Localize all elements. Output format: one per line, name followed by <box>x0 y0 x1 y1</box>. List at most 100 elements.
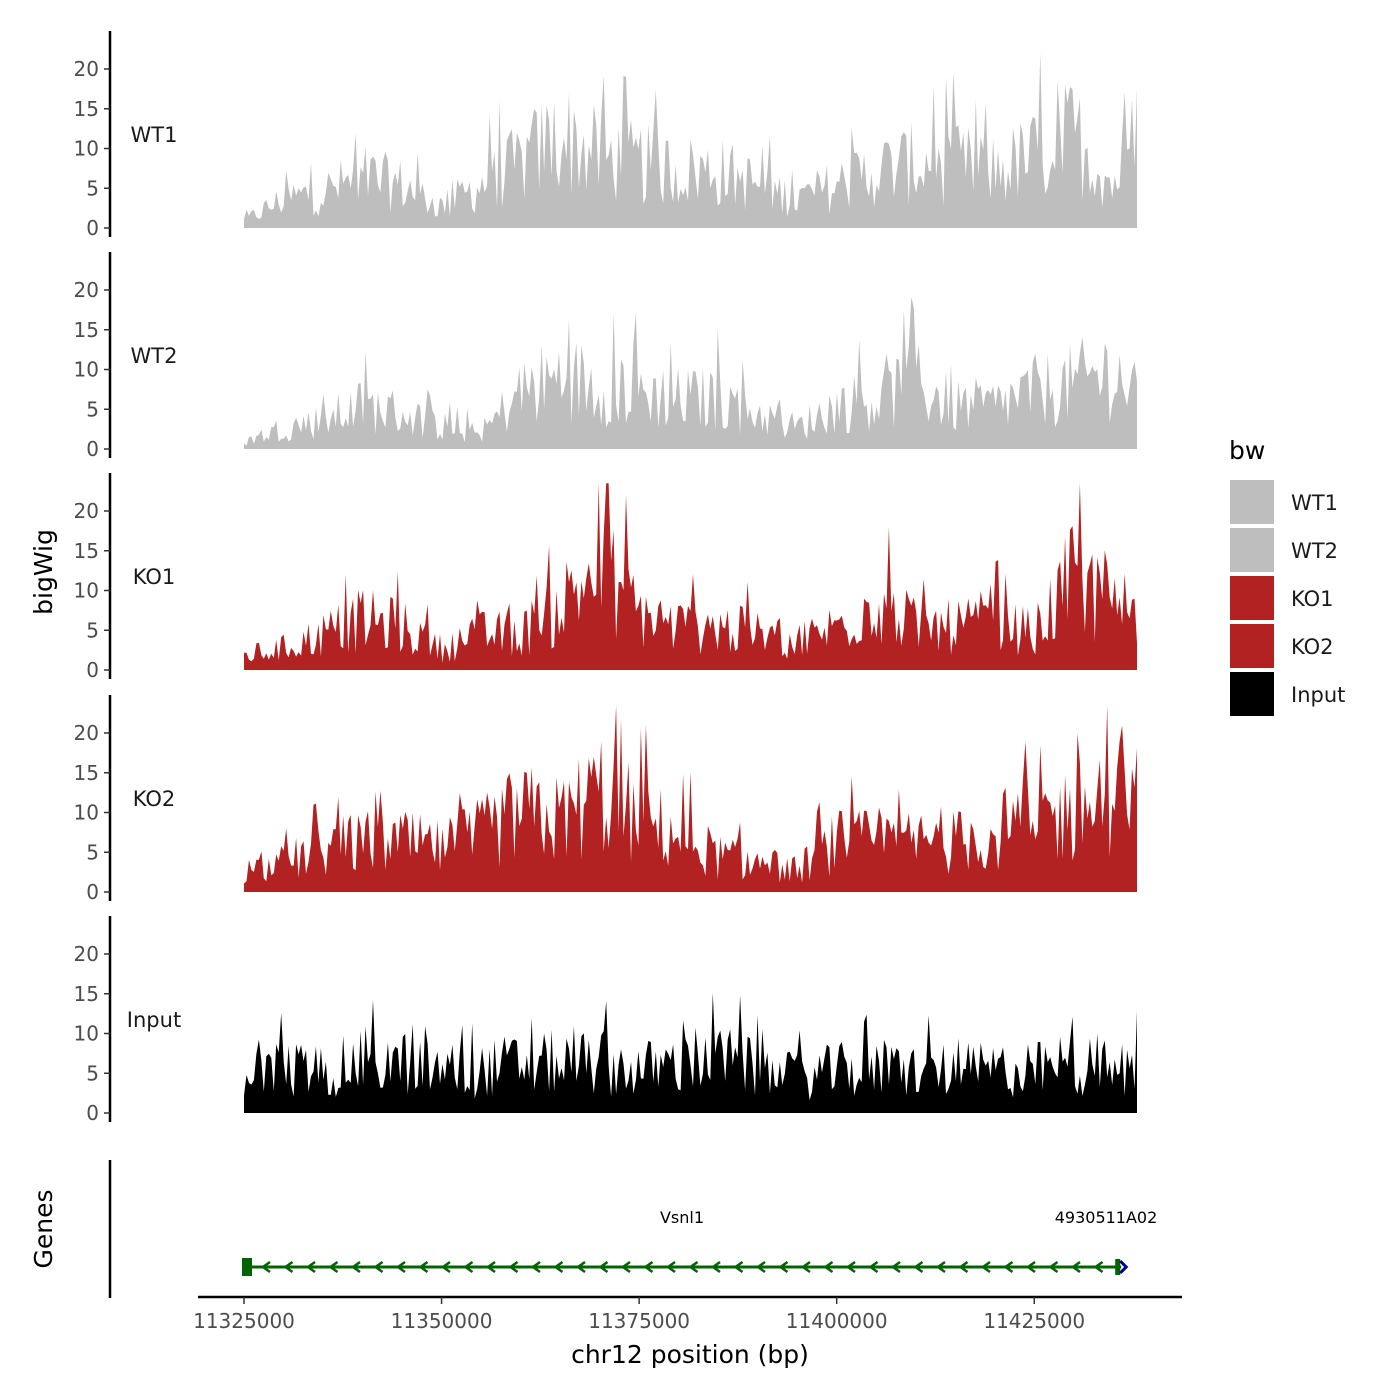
coverage-area-ko1 <box>244 483 1137 670</box>
y-tick-label: 10 <box>74 1022 99 1046</box>
y-tick-label: 10 <box>74 137 99 161</box>
y-axis-title: bigWig <box>29 529 58 615</box>
y-tick-label: 10 <box>74 358 99 382</box>
strand-arrow <box>463 1260 474 1274</box>
gene-vsnl1: Vsnl1 <box>242 1208 1122 1276</box>
strand-arrow <box>508 1260 519 1274</box>
legend-title: bw <box>1229 436 1265 465</box>
legend-label: KO1 <box>1291 587 1334 611</box>
y-tick-label: 5 <box>86 1061 99 1085</box>
y-tick-label: 10 <box>74 801 99 825</box>
track-label: WT2 <box>131 344 178 368</box>
track-label: Input <box>127 1008 181 1032</box>
y-tick-label: 5 <box>86 618 99 642</box>
coverage-area-wt1 <box>244 52 1137 228</box>
track-input: 0 5 10 15 20 Input <box>74 916 1137 1125</box>
y-tick-label: 0 <box>86 216 99 240</box>
strand-arrow <box>373 1260 384 1274</box>
strand-arrow <box>755 1260 766 1274</box>
strand-arrow <box>305 1260 316 1274</box>
track-label: KO2 <box>133 787 176 811</box>
x-tick-label: 11350000 <box>391 1309 493 1333</box>
y-tick-label: 20 <box>74 278 99 302</box>
strand-arrow <box>868 1260 879 1274</box>
strand-arrow <box>688 1260 699 1274</box>
strand-arrow <box>260 1260 271 1274</box>
track-label: KO1 <box>133 565 176 589</box>
y-tick-label: 0 <box>86 880 99 904</box>
bigwig-track-panels: 0 5 10 15 20 WT1 0 5 10 15 20 WT2 0 5 10 15 20 KO1 0 5 10 15 2… <box>74 31 1137 1125</box>
strand-arrow <box>890 1260 901 1274</box>
strand-arrow <box>778 1260 789 1274</box>
strand-arrow <box>845 1260 856 1274</box>
y-tick-label: 5 <box>86 397 99 421</box>
gene-exon <box>1115 1259 1121 1275</box>
strand-arrow <box>530 1260 541 1274</box>
strand-arrow <box>800 1260 811 1274</box>
legend-key-input <box>1230 672 1274 716</box>
strand-arrow <box>958 1260 969 1274</box>
track-ko2: 0 5 10 15 20 KO2 <box>74 695 1137 904</box>
strand-arrow <box>350 1260 361 1274</box>
legend: bw WT1 WT2 KO1 KO2 Input <box>1229 436 1345 716</box>
legend-key-ko1 <box>1230 576 1274 620</box>
strand-arrow <box>913 1260 924 1274</box>
x-axis-title: chr12 position (bp) <box>571 1340 809 1369</box>
strand-arrow <box>598 1260 609 1274</box>
y-tick-label: 0 <box>86 1101 99 1125</box>
gene-exon <box>242 1258 252 1276</box>
coverage-area-input <box>244 992 1137 1113</box>
strand-arrow <box>418 1260 429 1274</box>
gene-label: Vsnl1 <box>660 1208 704 1227</box>
x-tick-label: 11325000 <box>193 1309 295 1333</box>
strand-arrow <box>395 1260 406 1274</box>
gene-track-title: Genes <box>29 1189 58 1268</box>
strand-arrow <box>620 1260 631 1274</box>
legend-label: KO2 <box>1291 635 1334 659</box>
strand-arrow <box>575 1260 586 1274</box>
legend-key-wt1 <box>1230 480 1274 524</box>
track-label: WT1 <box>131 123 178 147</box>
gene-4930511a02: 4930511A02 <box>1055 1208 1158 1275</box>
legend-label: WT2 <box>1291 539 1338 563</box>
y-tick-label: 20 <box>74 57 99 81</box>
strand-arrow <box>1070 1260 1081 1274</box>
y-tick-label: 0 <box>86 437 99 461</box>
legend-key-wt2 <box>1230 528 1274 572</box>
legend-key-ko2 <box>1230 624 1274 668</box>
x-tick-label: 11425000 <box>983 1309 1085 1333</box>
y-tick-label: 5 <box>86 176 99 200</box>
strand-arrow <box>485 1260 496 1274</box>
strand-arrow <box>710 1260 721 1274</box>
coverage-area-wt2 <box>244 297 1137 449</box>
strand-arrow <box>553 1260 564 1274</box>
strand-arrow <box>733 1260 744 1274</box>
y-tick-label: 15 <box>74 318 99 342</box>
track-wt2: 0 5 10 15 20 WT2 <box>74 252 1137 461</box>
gene-track-panel: Vsnl1 4930511A02 <box>108 1160 1158 1298</box>
x-tick-label: 11375000 <box>588 1309 690 1333</box>
x-tick-label: 11400000 <box>786 1309 888 1333</box>
track-ko1: 0 5 10 15 20 KO1 <box>74 473 1137 682</box>
y-tick-label: 20 <box>74 942 99 966</box>
y-tick-label: 0 <box>86 658 99 682</box>
strand-arrow <box>665 1260 676 1274</box>
y-tick-label: 15 <box>74 982 99 1006</box>
strand-arrow <box>1048 1260 1059 1274</box>
coverage-area-ko2 <box>244 705 1137 892</box>
legend-label: Input <box>1291 683 1345 707</box>
x-axis: 11325000 11350000 11375000 11400000 11425000 <box>193 1295 1182 1333</box>
strand-arrow <box>823 1260 834 1274</box>
strand-arrow <box>1093 1260 1104 1274</box>
y-tick-label: 15 <box>74 97 99 121</box>
strand-arrow <box>643 1260 654 1274</box>
strand-arrow <box>980 1260 991 1274</box>
y-tick-label: 20 <box>74 499 99 523</box>
gene-label: 4930511A02 <box>1055 1208 1158 1227</box>
y-tick-label: 20 <box>74 721 99 745</box>
strand-arrow <box>440 1260 451 1274</box>
y-tick-label: 5 <box>86 840 99 864</box>
strand-arrow <box>1003 1260 1014 1274</box>
y-tick-label: 15 <box>74 761 99 785</box>
